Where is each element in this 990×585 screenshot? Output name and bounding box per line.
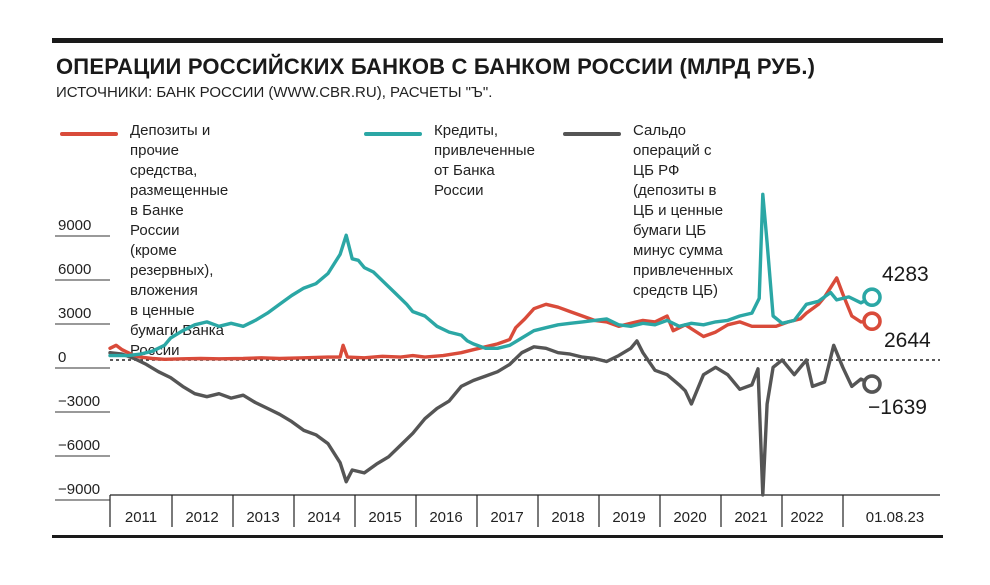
legend-swatch-balance <box>563 132 621 136</box>
legend-label-deposits: Депозиты и прочие средства, размещенные … <box>130 122 229 359</box>
x-tick-label: 2022 <box>790 509 823 526</box>
y-tick-label: 3000 <box>58 305 91 322</box>
y-tick-label: 0 <box>58 349 66 366</box>
x-tick-label: 2012 <box>185 509 218 526</box>
y-tick-label: −3000 <box>58 393 100 410</box>
legend-label-credits: Кредиты, привлеченные от Банка России <box>434 122 535 199</box>
x-tick-label: 2017 <box>490 509 523 526</box>
x-tick-label: 2014 <box>307 509 340 526</box>
series-line-credits <box>108 192 874 358</box>
x-tick-label: 01.08.23 <box>866 509 924 526</box>
end-marker-credits <box>862 287 882 307</box>
y-tick-label: −6000 <box>58 437 100 454</box>
y-tick-label: 9000 <box>58 217 91 234</box>
x-tick-label: 2011 <box>125 509 157 526</box>
x-tick-label: 2020 <box>673 509 706 526</box>
chart-title: ОПЕРАЦИИ РОССИЙСКИХ БАНКОВ С БАНКОМ РОСС… <box>56 54 816 79</box>
x-tick-label: 2019 <box>612 509 645 526</box>
x-tick-label: 2016 <box>429 509 462 526</box>
end-marker-deposits <box>862 311 882 332</box>
legend-label-balance: Сальдо операций с ЦБ РФ (депозиты в ЦБ и… <box>633 122 734 299</box>
y-tick-label: 6000 <box>58 261 91 278</box>
x-tick-label: 2015 <box>368 509 401 526</box>
legend-swatch-credits <box>364 132 422 136</box>
end-label-balance: −1639 <box>868 396 927 419</box>
x-tick-label: 2018 <box>551 509 584 526</box>
end-marker-balance <box>862 374 882 394</box>
y-tick-label: −9000 <box>58 481 100 498</box>
series-line-balance <box>108 339 874 497</box>
top-rule <box>52 38 943 43</box>
chart-source: ИСТОЧНИКИ: БАНК РОССИИ (WWW.CBR.RU), РАС… <box>56 84 493 101</box>
x-tick-label: 2013 <box>246 509 279 526</box>
legend-swatch-deposits <box>60 132 118 136</box>
bottom-rule <box>52 535 943 538</box>
series-line-deposits <box>108 276 874 361</box>
x-tick-label: 2021 <box>734 509 767 526</box>
end-label-credits: 4283 <box>882 263 929 286</box>
end-label-deposits: 2644 <box>884 329 931 352</box>
